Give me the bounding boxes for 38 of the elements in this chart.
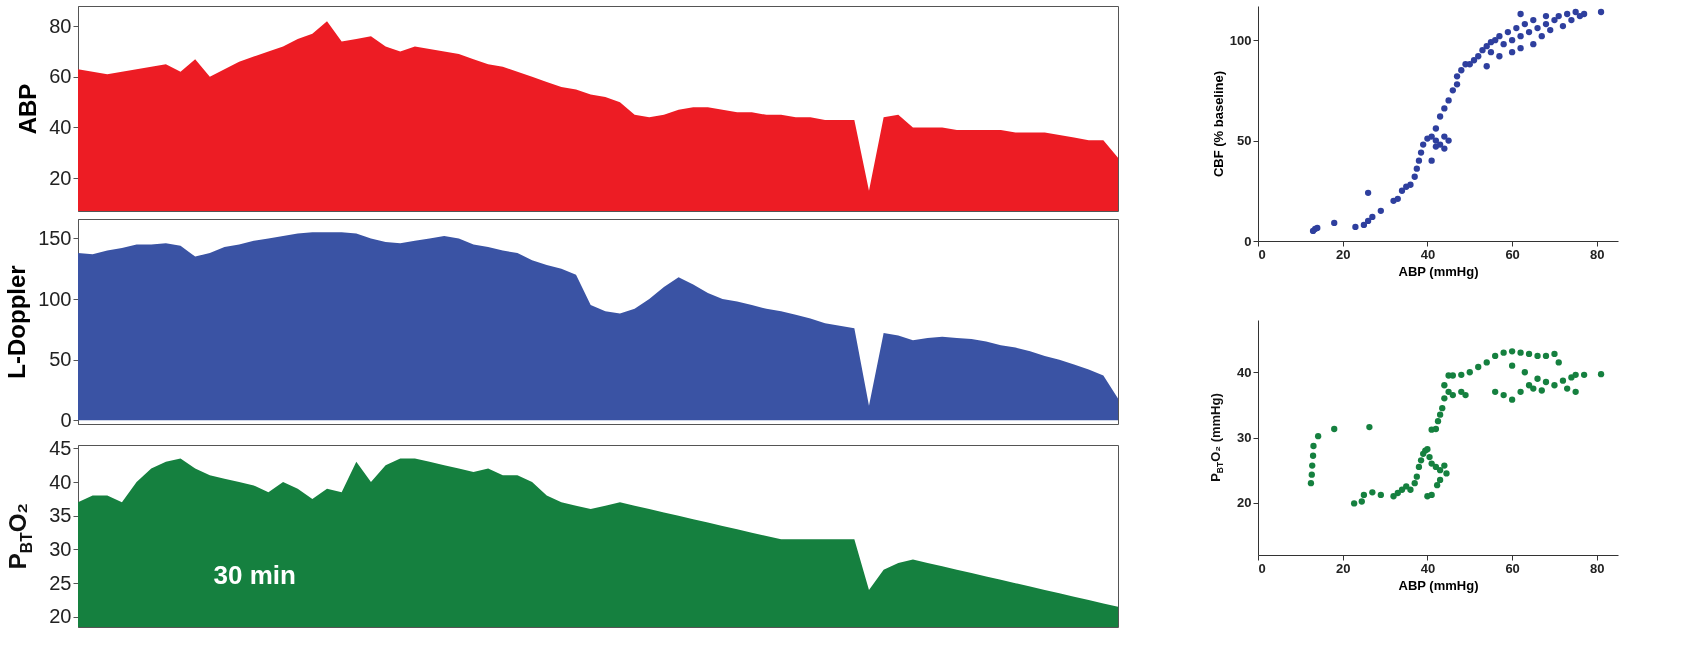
y-tick-label: 50: [49, 348, 72, 371]
y-tick-label: 0: [1244, 233, 1252, 249]
x-tick-label: 20: [1335, 246, 1351, 262]
y-tick-label: 20: [49, 166, 72, 189]
y-axis-title: PBTO₂ (mmHg): [1208, 393, 1226, 482]
x-tick-label: 40: [1420, 560, 1436, 576]
y-tick-label: 35: [49, 504, 72, 527]
y-tick-label: 150: [38, 226, 72, 249]
y-tick-label: 40: [49, 115, 72, 138]
x-axis-title: ABP (mmHg): [1398, 263, 1479, 279]
annotation: 30 min: [213, 560, 296, 591]
x-tick-label: 20: [1335, 560, 1351, 576]
y-tick-label: 45: [49, 436, 72, 459]
y-tick-label: 40: [49, 470, 72, 493]
y-tick-label: 20: [49, 605, 72, 628]
y-tick-label: 80: [49, 14, 72, 37]
x-tick-label: 0: [1258, 246, 1266, 262]
y-tick-label: 50: [1237, 133, 1252, 149]
y-axis-title: ABP: [14, 83, 42, 135]
x-tick-label: 80: [1590, 560, 1605, 576]
y-tick-label: 30: [1237, 430, 1252, 445]
y-axis-title: L-Doppler: [3, 265, 31, 379]
y-axis-title: CBF (% baseline): [1210, 70, 1226, 178]
y-tick-label: 60: [49, 65, 72, 88]
x-tick-label: 60: [1505, 560, 1520, 576]
y-tick-label: 20: [1237, 495, 1252, 511]
x-tick-label: 40: [1420, 246, 1436, 262]
y-tick-label: 100: [1229, 32, 1252, 48]
x-tick-label: 60: [1505, 246, 1520, 262]
x-tick-label: 0: [1258, 560, 1266, 576]
y-axis-title: PBTO₂: [4, 502, 35, 570]
x-axis-title: ABP (mmHg): [1398, 577, 1479, 593]
y-tick-label: 100: [38, 287, 72, 310]
y-tick-label: 40: [1237, 364, 1252, 380]
y-tick-label: 30: [49, 537, 72, 560]
x-tick-label: 80: [1590, 246, 1605, 262]
y-tick-label: 25: [49, 571, 72, 594]
y-tick-label: 0: [60, 408, 72, 431]
